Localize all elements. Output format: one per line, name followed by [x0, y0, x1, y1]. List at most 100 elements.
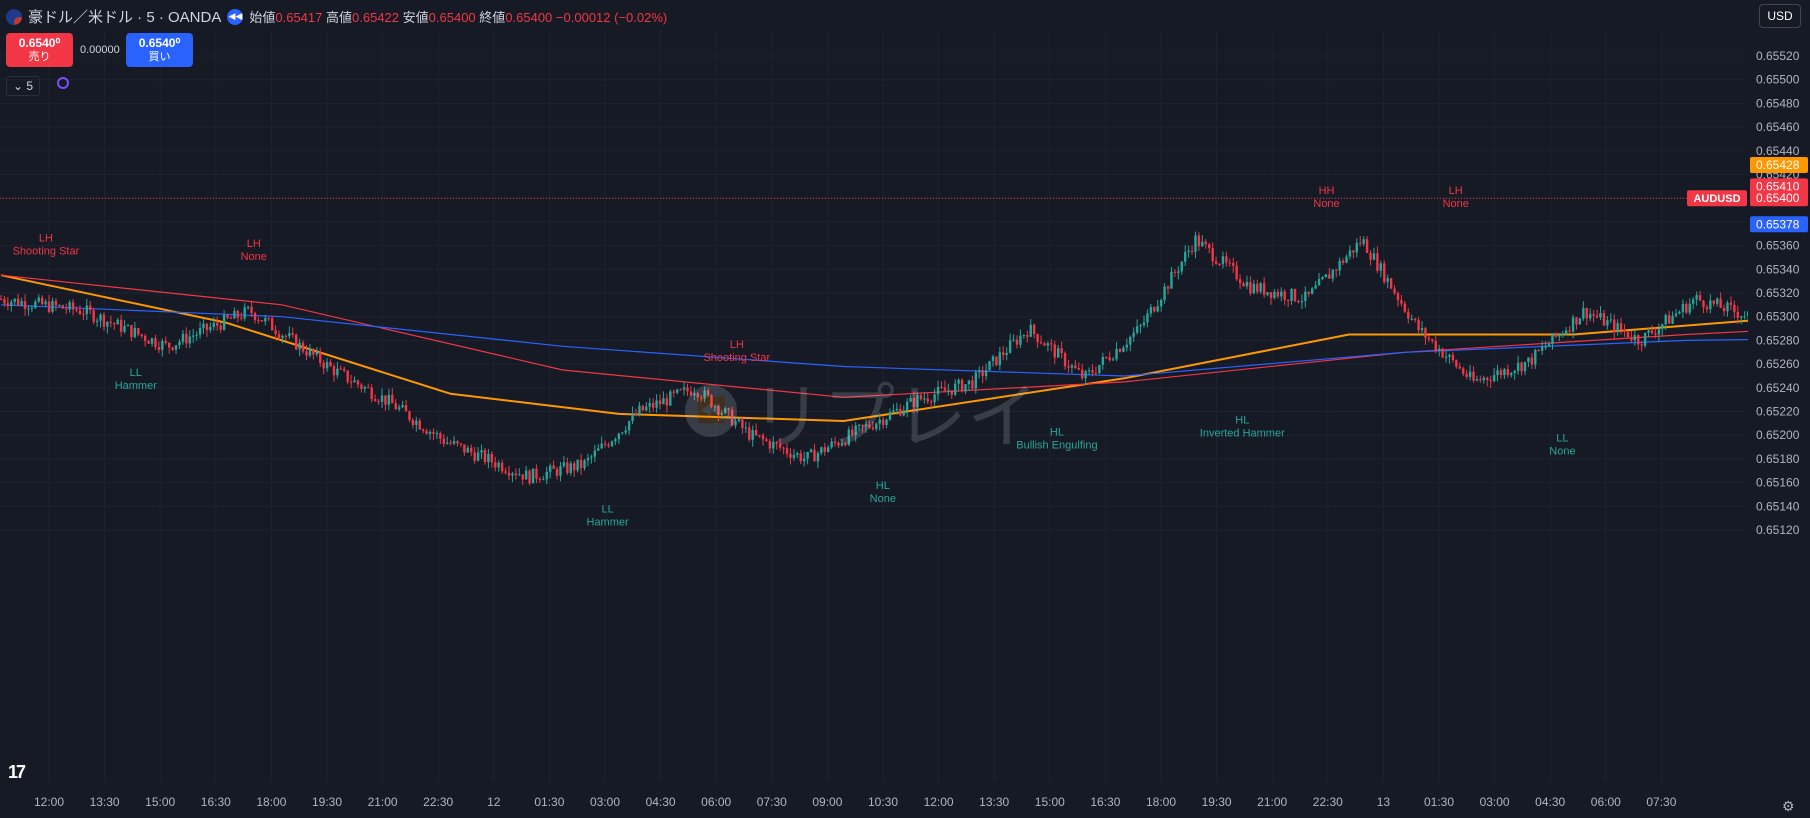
candle — [789, 448, 792, 465]
candle — [899, 404, 902, 417]
candle — [95, 317, 99, 327]
candle — [1067, 359, 1070, 373]
candle-body — [851, 429, 854, 435]
candle-body — [1626, 331, 1630, 338]
candle — [1283, 289, 1286, 305]
candle-body — [1252, 283, 1256, 294]
candle-body — [44, 301, 47, 305]
candle — [483, 448, 487, 465]
candle-body — [143, 335, 147, 341]
candle-body — [119, 319, 123, 332]
candle-body — [936, 386, 940, 395]
price-badge: 0.65428 — [1750, 157, 1808, 174]
candle — [435, 430, 439, 439]
candle — [322, 360, 325, 375]
candle-body — [1163, 286, 1166, 300]
candle — [1698, 290, 1702, 302]
time-tick-label: 18:00 — [256, 795, 286, 809]
candle — [305, 344, 308, 361]
candle-body — [765, 439, 768, 441]
candle — [562, 456, 566, 468]
candle — [140, 333, 143, 339]
candle-body — [730, 409, 734, 426]
buy-button[interactable]: 0.6540⁰ 買い — [126, 33, 193, 67]
candle — [157, 341, 161, 354]
candle-body — [1180, 261, 1183, 272]
candle-body — [1043, 343, 1046, 346]
candle-body — [1527, 357, 1530, 362]
candle-body — [998, 352, 1002, 366]
candle — [236, 309, 240, 323]
candle-body — [174, 345, 178, 350]
candle-body — [895, 408, 899, 411]
candle — [555, 466, 559, 480]
candle — [356, 379, 360, 389]
candle — [1544, 341, 1547, 350]
candle-body — [298, 342, 301, 350]
candle — [833, 436, 837, 447]
candle-body — [195, 334, 198, 336]
chart-grid — [0, 30, 1745, 782]
replay-icon[interactable]: ◀◀ — [227, 8, 244, 25]
candle-body — [1640, 344, 1643, 346]
gear-icon[interactable]: ⚙ — [1782, 798, 1795, 814]
sell-button[interactable]: 0.6540⁰ 売り — [6, 33, 73, 67]
candle — [1589, 308, 1592, 321]
candle — [1558, 333, 1561, 342]
time-axis[interactable]: 12:00 13:30 15:00 16:30 18:00 19:30 21:00 22:30… — [34, 795, 1677, 809]
candle — [446, 436, 449, 445]
candle — [425, 428, 428, 435]
candle-body — [1472, 371, 1475, 381]
candle-body — [1338, 260, 1341, 271]
candle-body — [1053, 344, 1056, 358]
candle — [936, 380, 940, 401]
candle-body — [1262, 283, 1266, 295]
candle-body — [1599, 313, 1602, 318]
price-axis[interactable]: 0.655200.655000.654800.654600.654400.654… — [1687, 0, 1810, 782]
candle-body — [1427, 337, 1431, 340]
price-badge-value: 0.65400 — [1756, 191, 1800, 205]
pattern-label: None — [241, 251, 267, 263]
candle-body — [864, 424, 868, 427]
candle — [1729, 296, 1733, 311]
pattern-label: Inverted Hammer — [1200, 428, 1285, 440]
candle-body — [1537, 349, 1540, 351]
candle-body — [30, 307, 34, 309]
candle — [813, 443, 816, 462]
candle — [274, 325, 277, 341]
candle — [418, 418, 421, 430]
candle — [1238, 274, 1242, 290]
candle — [1321, 275, 1324, 281]
candle-body — [1685, 303, 1688, 313]
candle-body — [1650, 330, 1654, 334]
candle-body — [514, 473, 518, 476]
candle-body — [1513, 370, 1516, 373]
candle-body — [209, 326, 212, 331]
candle — [552, 460, 555, 470]
candle-body — [1733, 304, 1736, 312]
interval-selector[interactable]: ⌄ 5 — [6, 76, 40, 96]
candle-body — [703, 390, 706, 399]
candle-body — [1554, 333, 1558, 337]
currency-selector[interactable]: USD — [1759, 4, 1801, 28]
candle — [1722, 304, 1726, 317]
sync-icon[interactable] — [57, 77, 69, 89]
candle-body — [1225, 256, 1228, 263]
candle-body — [700, 397, 703, 399]
candle-body — [1564, 330, 1568, 334]
price-tick-label: 0.65480 — [1756, 96, 1800, 110]
candle — [154, 334, 157, 350]
candle — [1561, 330, 1564, 338]
candle-body — [1475, 379, 1479, 381]
candle — [336, 362, 339, 379]
candle-body — [1530, 357, 1534, 365]
candle — [765, 437, 768, 443]
candle — [1218, 263, 1221, 267]
candle-body — [988, 361, 991, 371]
candle — [1297, 299, 1300, 304]
candle — [1606, 315, 1609, 330]
candle-body — [1462, 368, 1465, 374]
candle-body — [391, 394, 394, 404]
symbol-title[interactable]: 豪ドル／米ドル · 5 · OANDA — [28, 9, 222, 26]
